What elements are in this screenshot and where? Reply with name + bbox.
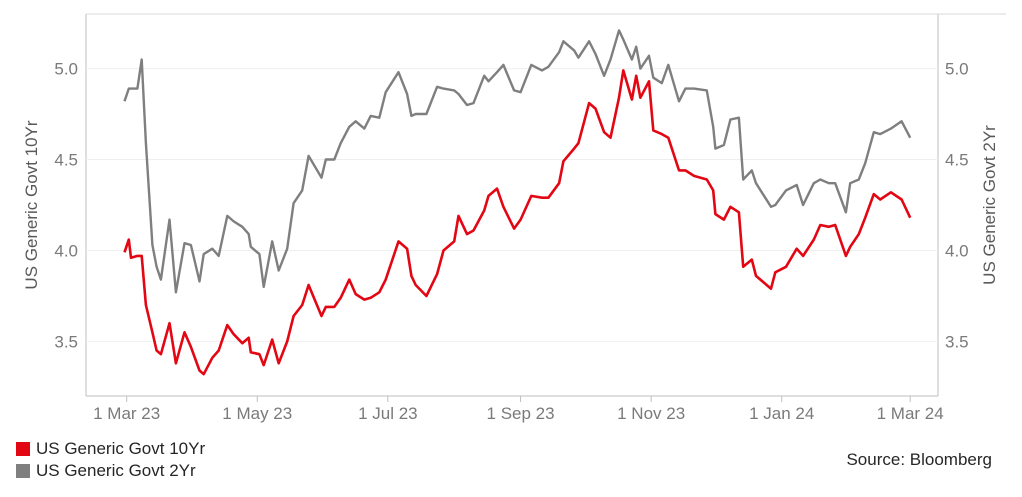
x-tick-label: 1 Nov 23	[617, 404, 685, 423]
x-tick-label: 1 Sep 23	[487, 404, 555, 423]
legend: US Generic Govt 10Yr US Generic Govt 2Yr	[16, 438, 205, 482]
legend-item-10yr: US Generic Govt 10Yr	[16, 438, 205, 460]
y-right-tick-label: 3.5	[945, 332, 969, 351]
y-left-tick-label: 3.5	[54, 332, 78, 351]
legend-swatch-10yr	[16, 442, 30, 456]
x-tick-label: 1 May 23	[222, 404, 292, 423]
y-left-tick-label: 4.0	[54, 241, 78, 260]
x-tick-label: 1 Jan 24	[749, 404, 814, 423]
legend-label-2yr: US Generic Govt 2Yr	[36, 461, 196, 480]
y-right-tick-label: 4.0	[945, 241, 969, 260]
left-y-ticks: 3.5 4.0 4.5 5.0	[54, 60, 78, 352]
legend-item-2yr: US Generic Govt 2Yr	[16, 460, 205, 482]
y-right-axis-title: US Generic Govt 2Yr	[980, 125, 999, 285]
x-tick-label: 1 Mar 24	[877, 404, 944, 423]
y-left-tick-label: 5.0	[54, 60, 78, 79]
y-left-axis-title: US Generic Govt 10Yr	[22, 120, 41, 289]
y-right-tick-label: 4.5	[945, 151, 969, 170]
x-axis-ticks: 1 Mar 23 1 May 23 1 Jul 23 1 Sep 23 1 Nov 23…	[93, 396, 944, 423]
x-tick-label: 1 Jul 23	[358, 404, 418, 423]
y-right-tick-label: 5.0	[945, 60, 969, 79]
legend-swatch-2yr	[16, 464, 30, 478]
series-layer	[123, 29, 912, 376]
right-y-ticks: 3.5 4.0 4.5 5.0	[945, 60, 969, 352]
source-note: Source: Bloomberg	[846, 450, 992, 469]
series-line-10yr	[123, 69, 912, 376]
legend-label-10yr: US Generic Govt 10Yr	[36, 439, 206, 458]
y-left-tick-label: 4.5	[54, 151, 78, 170]
gridlines	[86, 68, 938, 342]
x-tick-label: 1 Mar 23	[93, 404, 160, 423]
series-line-2yr	[123, 29, 912, 294]
